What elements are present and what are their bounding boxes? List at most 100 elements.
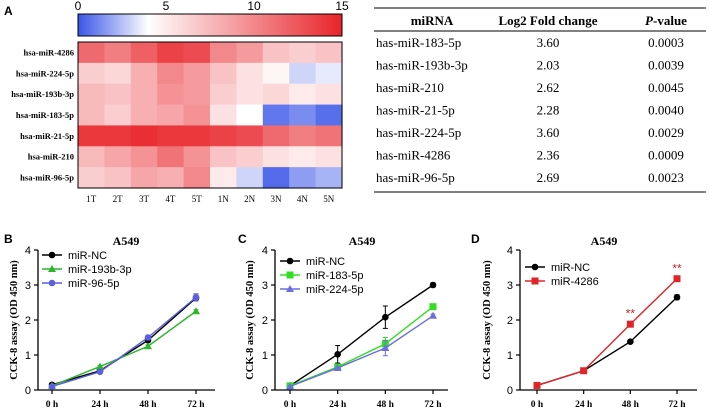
table-header-p-value: P-value <box>645 13 687 28</box>
data-point-marker <box>286 271 294 279</box>
heatmap-column-labels: 1T 2T 3T 4T 5T 1N 2N 3N 4N 5N <box>86 194 335 204</box>
heatmap-cell <box>104 62 132 85</box>
data-point-marker <box>381 344 390 351</box>
data-point-marker <box>96 362 104 370</box>
heatmap-cell <box>78 42 105 64</box>
table-cell-mirna: has-miR-224-5p <box>376 125 461 140</box>
heatmap-cell <box>78 167 105 189</box>
table-cell-fold-change: 2.28 <box>537 103 560 118</box>
heatmap-cell <box>130 146 158 168</box>
table-header-mirna: miRNA <box>411 13 454 28</box>
table-cell-p-value: 0.0040 <box>648 103 684 118</box>
heatmap-cell <box>262 104 290 127</box>
colorbar-tick-label: 0 <box>75 0 82 13</box>
y-tick-label: 3 <box>262 280 268 292</box>
table-cell-fold-change: 3.60 <box>537 35 560 50</box>
legend-label: miR-224-5p <box>306 284 363 296</box>
heatmap-cell <box>130 104 158 127</box>
heatmap-cell <box>78 62 105 85</box>
data-point-marker <box>580 367 588 375</box>
heatmap-row-label: hsa-miR-96-5p <box>20 173 74 183</box>
table-cell-fold-change: 3.60 <box>537 125 560 140</box>
heatmap-col-label: 5T <box>192 194 203 204</box>
data-point-marker <box>192 293 200 301</box>
heatmap-cell <box>78 125 105 147</box>
heatmap-cell <box>236 83 264 106</box>
table-cell-mirna: has-miR-21-5p <box>376 103 455 118</box>
x-tick-label: 24 h <box>91 400 109 410</box>
x-tick-label: 72 h <box>424 400 442 410</box>
data-point-marker <box>429 303 437 311</box>
heatmap-cell <box>183 125 211 147</box>
line-chart-d: A549 CCK-8 assay (OD 450 nm) 0 1 2 3 4 0 h 24 h 4… <box>482 234 697 410</box>
y-tick-label: 2 <box>25 315 31 327</box>
heatmap-cell <box>315 42 343 64</box>
data-point-marker <box>286 382 294 390</box>
colorbar-tick-label: 5 <box>163 0 170 13</box>
colorbar-tick-label: 10 <box>247 0 261 13</box>
line-chart-b: A549 CCK-8 assay (OD 450 nm) 0 1 2 3 4 0 h 24 h 4… <box>9 234 215 410</box>
heatmap-cell <box>210 83 237 106</box>
x-tick-label: 24 h <box>329 400 347 410</box>
heatmap-row-label: hsa-miR-21-5p <box>20 131 74 141</box>
table-cell-p-value: 0.0029 <box>648 125 684 140</box>
x-tick-label: 48 h <box>377 400 395 410</box>
y-tick-label: 4 <box>262 245 268 257</box>
heatmap-cell <box>104 146 132 168</box>
table-cell-p-value: 0.0023 <box>648 170 684 185</box>
data-point-marker <box>533 381 541 389</box>
data-point-marker <box>626 320 634 328</box>
heatmap-col-label: 2N <box>244 194 256 204</box>
heatmap-col-label: 4T <box>165 194 176 204</box>
heatmap-col-label: 4N <box>297 194 309 204</box>
x-tick-label: 48 h <box>622 400 640 410</box>
heatmap-cell <box>130 167 158 189</box>
heatmap-cell <box>289 42 317 64</box>
chart-title: A549 <box>113 234 140 248</box>
data-point-marker <box>531 277 539 285</box>
legend-label: miR-183-5p <box>306 270 363 282</box>
heatmap-cell <box>157 167 185 189</box>
table-cell-mirna: has-miR-193b-3p <box>376 58 468 73</box>
data-point-marker <box>286 285 294 292</box>
line-chart-c: A549 CCK-8 assay (OD 450 nm) 0 1 2 3 4 0 h 24 h 4… <box>245 234 448 410</box>
p-italic: P <box>645 13 654 28</box>
heatmap-panel: 0 5 10 15 hsa-miR-4286hsa-miR-224-5phsa-miR… <box>11 0 349 204</box>
y-tick-label: 1 <box>262 350 268 362</box>
y-tick-label: 4 <box>25 245 31 257</box>
y-tick-label: 0 <box>507 385 513 397</box>
table-cell-mirna: has-miR-210 <box>376 80 444 95</box>
heatmap-cell <box>210 125 237 147</box>
data-point-marker <box>627 338 634 346</box>
heatmap-cell <box>130 125 158 147</box>
data-point-marker <box>48 383 56 390</box>
heatmap-row-label: hsa-miR-224-5p <box>16 68 74 78</box>
heatmap-cell <box>104 42 132 64</box>
heatmap-row-label: hsa-miR-183-5p <box>16 110 74 120</box>
x-tick-label: 72 h <box>668 400 686 410</box>
heatmap-cell <box>236 42 264 64</box>
data-point-marker <box>286 257 294 265</box>
heatmap-col-label: 1T <box>86 194 97 204</box>
heatmap-cell <box>157 125 185 147</box>
heatmap-col-label: 5N <box>323 194 335 204</box>
heatmap-cell <box>104 83 132 106</box>
panel-letter-a: A <box>4 4 13 18</box>
significance-mark: ** <box>672 262 682 276</box>
x-tick-label: 0 h <box>531 400 544 410</box>
heatmap-cell <box>289 125 317 147</box>
data-point-marker <box>48 251 56 259</box>
colorbar-ticks: 0 5 10 15 <box>75 0 349 13</box>
table-cell-p-value: 0.0045 <box>648 80 684 95</box>
heatmap-cell <box>130 83 158 106</box>
x-tick-label: 0 h <box>46 400 59 410</box>
panel-letter-d: D <box>471 232 480 246</box>
table-cell-p-value: 0.0039 <box>648 58 684 73</box>
data-point-marker <box>382 313 389 321</box>
data-point-marker <box>48 279 56 287</box>
data-point-marker <box>531 263 539 271</box>
series-line <box>536 278 678 387</box>
legend-label: miR-NC <box>68 250 107 262</box>
data-point-marker <box>96 368 104 376</box>
